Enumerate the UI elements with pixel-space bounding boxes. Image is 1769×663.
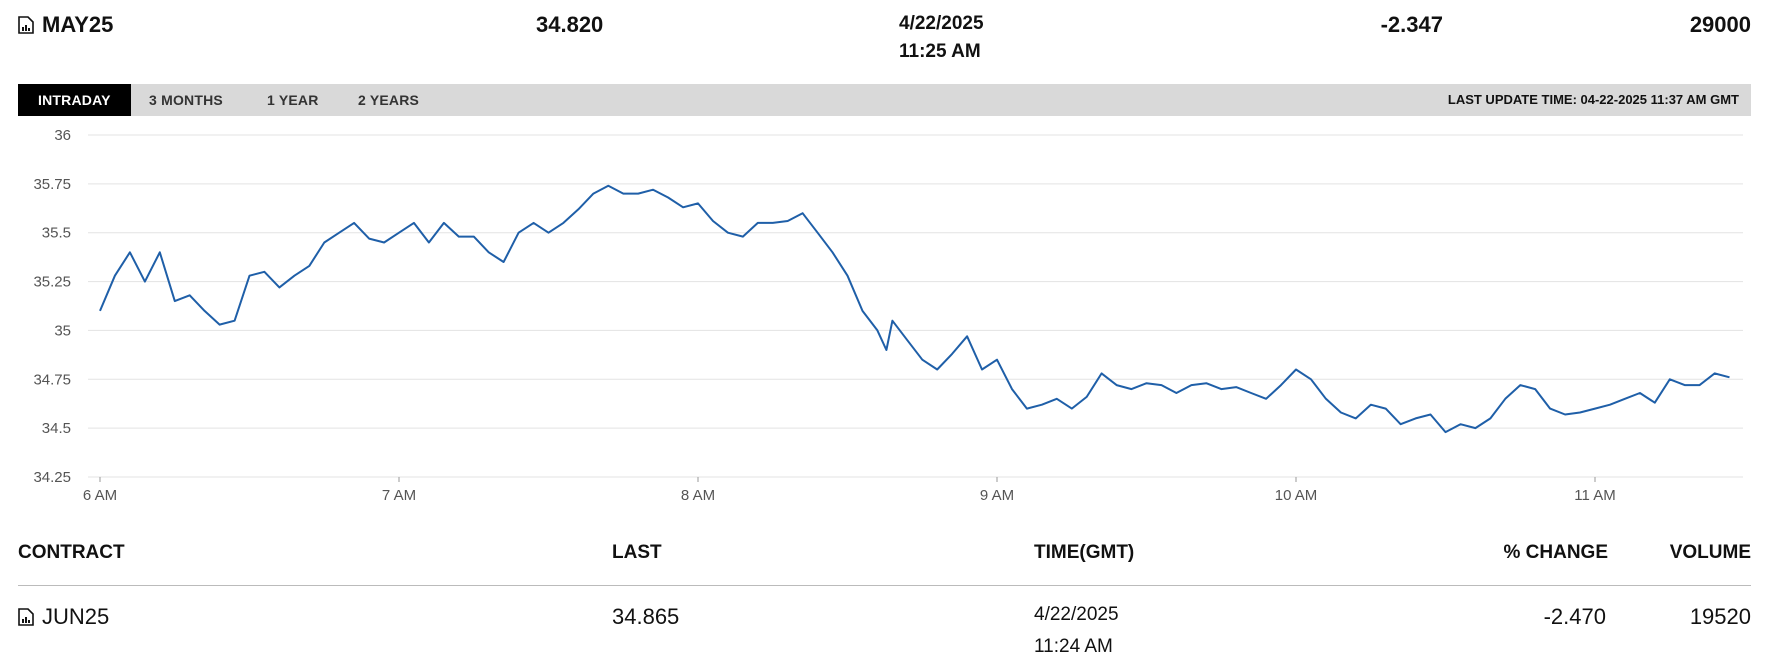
y-tick-label: 35.5 bbox=[42, 225, 71, 242]
row-last: 34.865 bbox=[612, 604, 680, 629]
table-row-contract[interactable]: JUN25 bbox=[18, 604, 109, 630]
row-change: -2.470 bbox=[1543, 604, 1606, 629]
y-tick-label: 35 bbox=[54, 322, 71, 339]
col-time: TIME(GMT) bbox=[1034, 542, 1135, 563]
row-volume: 19520 bbox=[1689, 604, 1751, 629]
y-tick-label: 34.25 bbox=[33, 469, 71, 486]
header-contract-label: MAY25 bbox=[42, 12, 114, 37]
x-tick-label: 10 AM bbox=[1275, 487, 1318, 504]
header-time: 11:25 AM bbox=[899, 41, 981, 62]
row-time: 11:24 AM bbox=[1034, 636, 1113, 657]
x-tick-label: 8 AM bbox=[681, 487, 715, 504]
tab-intraday[interactable]: INTRADAY bbox=[18, 84, 131, 116]
y-tick-label: 36 bbox=[54, 127, 71, 144]
tab-3-months[interactable]: 3 MONTHS bbox=[149, 92, 223, 108]
quote-header: MAY25 34.820 4/22/2025 11:25 AM -2.347 2… bbox=[18, 12, 1751, 72]
header-datetime: 4/22/2025 11:25 AM bbox=[899, 10, 984, 66]
intraday-chart: 36 35.75 35.5 35.25 35 34.75 34.5 34.25 6 AM 7 AM… bbox=[0, 120, 1769, 510]
header-contract[interactable]: MAY25 bbox=[18, 12, 113, 38]
row-date: 4/22/2025 bbox=[1034, 604, 1119, 625]
y-tick-label: 35.75 bbox=[33, 176, 71, 193]
y-tick-label: 34.75 bbox=[33, 371, 71, 388]
x-tick-label: 7 AM bbox=[382, 487, 416, 504]
y-tick-label: 34.5 bbox=[42, 420, 71, 437]
x-tick-label: 6 AM bbox=[83, 487, 117, 504]
x-tick-label: 9 AM bbox=[980, 487, 1014, 504]
header-last: 34.820 bbox=[536, 12, 604, 37]
header-date: 4/22/2025 bbox=[899, 13, 984, 34]
range-tab-bar: INTRADAY 3 MONTHS 1 YEAR 2 YEARS LAST UP… bbox=[18, 84, 1751, 116]
header-volume: 29000 bbox=[1689, 12, 1751, 37]
header-change: -2.347 bbox=[1380, 12, 1443, 37]
chart-document-icon bbox=[18, 16, 34, 34]
col-contract: CONTRACT bbox=[18, 542, 125, 563]
col-last: LAST bbox=[612, 542, 662, 563]
x-tick-label: 11 AM bbox=[1574, 487, 1615, 504]
tab-2-years[interactable]: 2 YEARS bbox=[358, 92, 420, 108]
price-series-line bbox=[99, 184, 1730, 434]
y-tick-label: 35.25 bbox=[33, 274, 71, 291]
col-change: % CHANGE bbox=[1503, 542, 1608, 563]
tab-1-year[interactable]: 1 YEAR bbox=[267, 92, 319, 108]
row-datetime: 4/22/2025 11:24 AM bbox=[1034, 599, 1119, 663]
row-contract-label: JUN25 bbox=[42, 604, 110, 629]
intraday-line-chart: 36 35.75 35.5 35.25 35 34.75 34.5 34.25 6 AM 7 AM… bbox=[33, 127, 1743, 504]
col-volume: VOLUME bbox=[1669, 542, 1751, 563]
chart-document-icon bbox=[18, 608, 34, 626]
last-update-time: LAST UPDATE TIME: 04-22-2025 11:37 AM GM… bbox=[1447, 92, 1739, 107]
table-divider bbox=[18, 585, 1751, 586]
